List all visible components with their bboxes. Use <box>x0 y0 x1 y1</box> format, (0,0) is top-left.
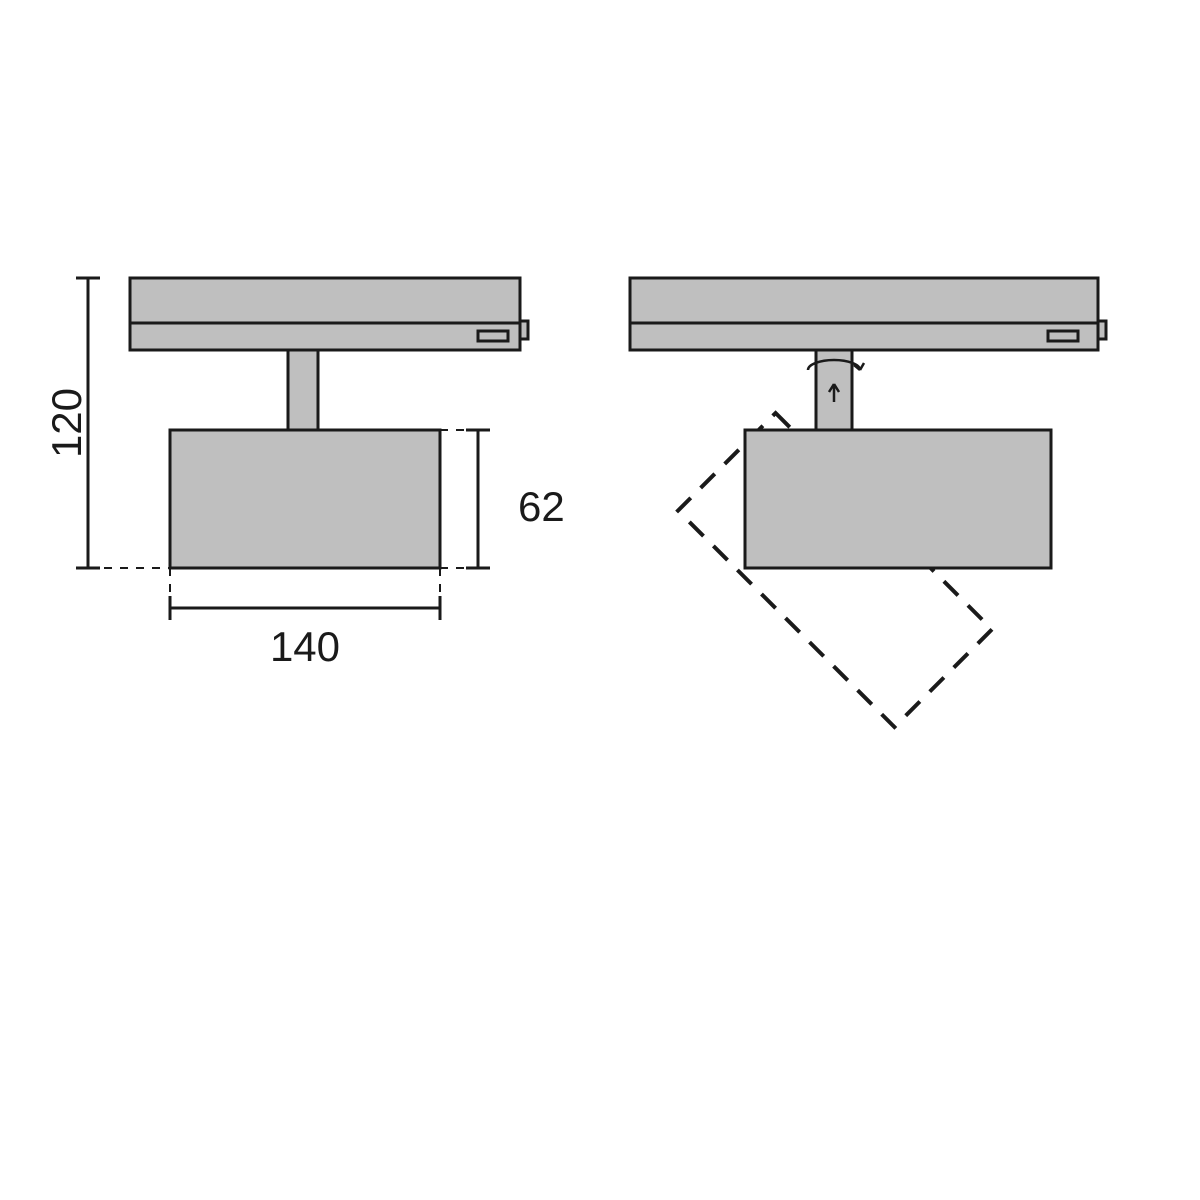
right-view <box>630 278 1106 727</box>
svg-text:120: 120 <box>43 388 90 458</box>
svg-text:140: 140 <box>270 623 340 670</box>
svg-text:62: 62 <box>518 483 565 530</box>
technical-drawing: 120 62 140 <box>0 0 1200 1200</box>
left-view: 120 62 140 <box>43 278 565 670</box>
